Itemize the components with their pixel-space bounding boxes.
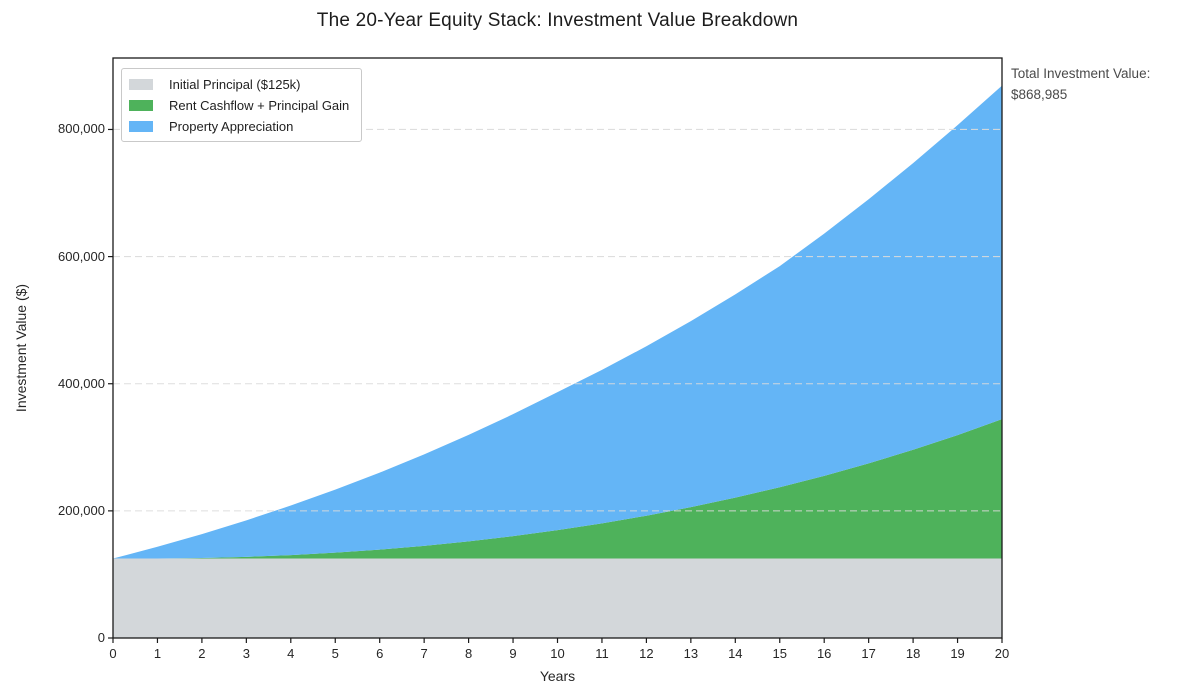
area-initial-principal-125k	[113, 558, 1002, 638]
legend: Initial Principal ($125k) Rent Cashflow …	[121, 68, 363, 142]
legend-item-rent-cashflow: Rent Cashflow + Principal Gain	[129, 97, 349, 113]
x-tick-label-0: 0	[109, 646, 117, 661]
legend-label-property-appreciation: Property Appreciation	[169, 118, 294, 134]
y-axis-title: Investment Value ($)	[13, 283, 29, 413]
legend-item-initial-principal: Initial Principal ($125k)	[129, 76, 349, 92]
x-tick-label-7: 7	[420, 646, 428, 661]
legend-label-initial-principal: Initial Principal ($125k)	[169, 76, 301, 92]
x-tick-label-16: 16	[816, 646, 832, 661]
x-tick-label-8: 8	[464, 646, 473, 661]
x-tick-label-15: 15	[772, 646, 787, 661]
x-tick-label-11: 11	[595, 646, 609, 661]
legend-item-property-appreciation: Property Appreciation	[129, 118, 349, 134]
x-tick-label-14: 14	[728, 646, 743, 661]
total-value-annotation-line2: $868,985	[1011, 87, 1068, 102]
legend-swatch-rent-cashflow	[129, 99, 153, 111]
y-tick-label-400000: 400,000	[58, 375, 105, 391]
y-tick-label-600000: 600,000	[58, 248, 105, 264]
x-tick-label-20: 20	[994, 646, 1010, 661]
x-tick-label-5: 5	[331, 646, 339, 661]
x-tick-label-1: 1	[153, 646, 162, 661]
legend-label-rent-cashflow: Rent Cashflow + Principal Gain	[169, 97, 350, 113]
x-axis-title: Years	[539, 668, 576, 684]
x-tick-label-13: 13	[683, 646, 699, 661]
x-tick-label-2: 2	[198, 646, 206, 661]
x-tick-label-12: 12	[639, 646, 654, 661]
x-tick-label-18: 18	[905, 646, 921, 661]
x-tick-label-4: 4	[287, 646, 295, 661]
total-value-annotation: Total Investment Value: $868,985	[1011, 63, 1150, 105]
chart-title: The 20-Year Equity Stack: Investment Val…	[316, 10, 799, 31]
gridlines	[113, 128, 1002, 512]
y-tick-label-200000: 200,000	[58, 502, 105, 518]
x-tick-label-17: 17	[861, 646, 876, 661]
x-tick-label-9: 9	[509, 646, 517, 661]
axes-frame	[108, 57, 1003, 643]
x-tick-label-19: 19	[950, 646, 965, 661]
legend-swatch-property-appreciation	[129, 120, 153, 132]
total-value-annotation-line1: Total Investment Value:	[1011, 66, 1151, 81]
x-tick-label-3: 3	[242, 646, 250, 661]
x-tick-label-10: 10	[550, 646, 565, 661]
x-tick-label-6: 6	[376, 646, 384, 661]
y-tick-label-800000: 800,000	[58, 121, 105, 137]
y-tick-label-0: 0	[97, 630, 105, 645]
stacked-areas	[113, 85, 1002, 638]
area-property-appreciation	[113, 85, 1002, 559]
area-rent-cashflow-principal-gain	[113, 419, 1002, 559]
legend-swatch-initial-principal	[129, 78, 153, 90]
